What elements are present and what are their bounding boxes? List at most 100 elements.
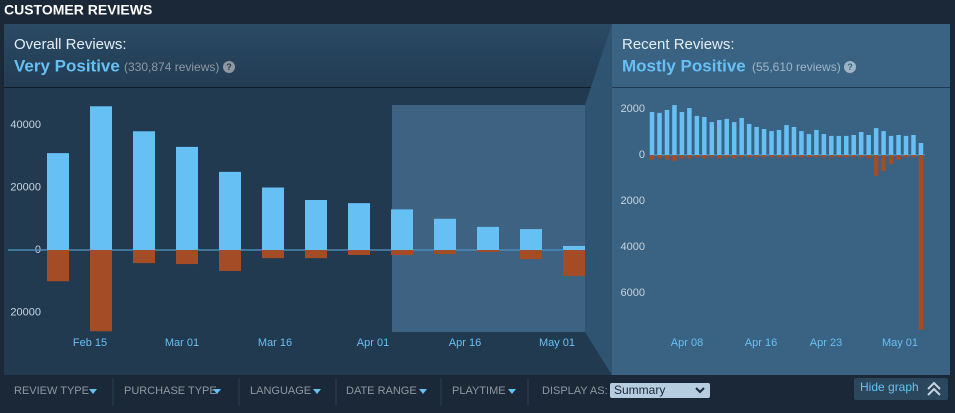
bar [776, 129, 782, 155]
bar [133, 131, 155, 250]
bar [881, 131, 886, 155]
y-tick-label: 2000 [621, 195, 645, 207]
filter-label[interactable]: LANGUAGE [250, 385, 311, 397]
bar [709, 122, 715, 155]
chevron[interactable] [927, 387, 941, 396]
bar [806, 155, 812, 158]
bar [888, 135, 894, 155]
bar [799, 131, 804, 155]
help-icon[interactable] [844, 61, 856, 73]
bar [563, 245, 585, 250]
filter-arrow[interactable] [508, 389, 516, 394]
bar [702, 155, 707, 159]
filter-arrow[interactable] [89, 389, 97, 394]
bar [477, 226, 499, 250]
bar [687, 155, 692, 159]
bar [829, 155, 834, 158]
x-tick-label: Apr 16 [745, 337, 777, 349]
filter-label[interactable]: PURCHASE TYPE [124, 385, 217, 397]
bar [784, 125, 789, 155]
bar [851, 134, 856, 155]
bar [844, 135, 849, 155]
bar [784, 155, 789, 158]
bar [918, 155, 924, 330]
overall-label: Overall Reviews: [14, 36, 127, 53]
select-arrow[interactable] [695, 387, 705, 394]
x-tick-label: Apr 01 [357, 337, 389, 349]
help-text[interactable]: ? [226, 62, 232, 72]
bar [791, 126, 797, 155]
bar [761, 155, 767, 158]
display-select[interactable] [610, 383, 710, 398]
bar [262, 187, 284, 250]
x-tick-label: Apr 23 [810, 337, 842, 349]
bar [844, 155, 849, 158]
bar [305, 200, 327, 250]
bar [866, 155, 871, 159]
x-tick-label: May 01 [882, 337, 918, 349]
hide-graph-button[interactable] [854, 378, 948, 400]
hide-graph-text[interactable]: Hide graph [860, 380, 919, 394]
y-tick-label: 20000 [10, 181, 41, 193]
y-tick-label: 2000 [621, 103, 645, 115]
bar [176, 146, 198, 250]
bar [724, 118, 729, 155]
filter-bar [4, 377, 950, 407]
bar [305, 250, 327, 259]
bar [739, 117, 744, 155]
bar [911, 155, 916, 158]
connector [585, 24, 612, 375]
bar [717, 155, 722, 159]
overall-count: (330,874 reviews) [124, 60, 219, 74]
bar [814, 129, 819, 155]
bar [821, 134, 827, 155]
bar [391, 209, 413, 250]
filter-label[interactable]: DATE RANGE [346, 385, 417, 397]
bar [836, 135, 842, 155]
bar [709, 155, 715, 158]
bar [649, 111, 655, 155]
bar [814, 155, 819, 158]
bar [219, 171, 241, 250]
bar [791, 155, 797, 158]
bar [903, 135, 909, 155]
y-tick-label: 6000 [621, 287, 645, 299]
bar [520, 250, 542, 260]
help-text[interactable]: ? [847, 62, 853, 72]
bar [348, 250, 370, 255]
recent-count: (55,610 reviews) [752, 60, 841, 74]
bar [391, 250, 413, 255]
bar [746, 123, 752, 155]
bar [888, 155, 894, 165]
bar [679, 111, 685, 155]
bar [806, 134, 812, 155]
filter-arrow[interactable] [213, 389, 221, 394]
y-tick-label: 20000 [10, 306, 41, 318]
bar [262, 250, 284, 259]
bar [858, 155, 864, 158]
bar [746, 155, 752, 158]
filter-label[interactable]: PLAYTIME [452, 385, 506, 397]
overall-header [4, 24, 612, 87]
filter-arrow[interactable] [419, 389, 427, 394]
bar [47, 250, 69, 282]
bar [672, 105, 677, 155]
filter-arrow[interactable] [313, 389, 321, 394]
bar [769, 155, 774, 158]
bar [520, 229, 542, 250]
filter-label[interactable]: REVIEW TYPE [14, 385, 89, 397]
chevron[interactable] [927, 381, 941, 390]
bar [873, 155, 879, 176]
help-icon[interactable] [223, 61, 235, 73]
bar [672, 155, 677, 161]
x-tick-label: Mar 01 [165, 337, 199, 349]
bar [47, 153, 69, 250]
bar [717, 120, 722, 155]
display-select-value[interactable]: Summary [614, 383, 665, 397]
x-tick-label: Mar 16 [258, 337, 292, 349]
recent-label: Recent Reviews: [622, 36, 735, 53]
bar [896, 155, 901, 160]
x-tick-label: Feb 15 [73, 337, 107, 349]
